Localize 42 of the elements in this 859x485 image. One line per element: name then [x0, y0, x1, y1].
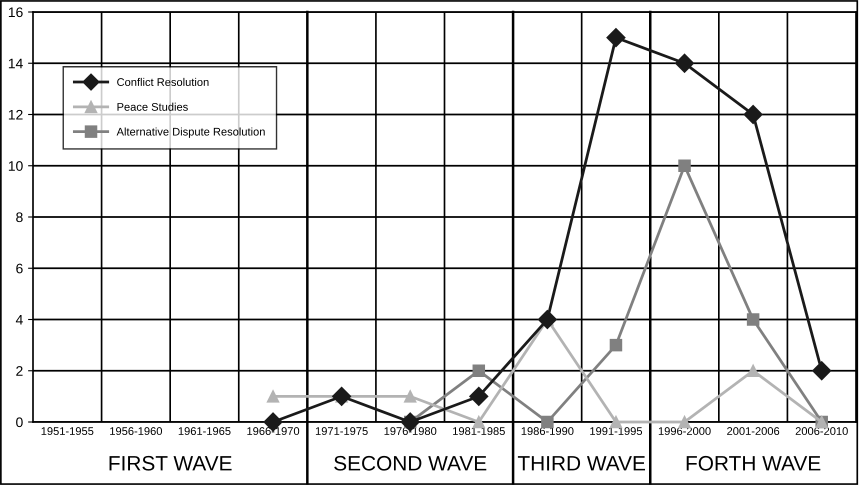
x-tick-label: 1951-1955: [42, 427, 94, 436]
x-tick-label: 1996-2000: [658, 427, 711, 436]
point: [746, 364, 760, 377]
text: FORTH WAVE: [686, 456, 820, 471]
point: [472, 364, 486, 377]
y-tick-label: 6: [16, 264, 23, 274]
point: [266, 390, 280, 403]
x-tick-label: 1971-1975: [316, 427, 368, 436]
y-tick-label: 12: [8, 110, 23, 120]
point: [746, 313, 760, 326]
point: [744, 104, 763, 124]
legend-label: Peace Studies: [117, 102, 188, 111]
point: [332, 386, 352, 406]
point: [538, 310, 557, 330]
text: FIRST WAVE: [110, 456, 232, 471]
x-tick-label: 1956-1960: [110, 427, 162, 436]
legend-label: Alternative Dispute Resolution: [116, 127, 265, 138]
y-tick-label: 0: [16, 417, 23, 428]
text: THIRD WAVE: [518, 456, 646, 470]
y-tick-label: 16: [8, 7, 23, 18]
point: [606, 28, 626, 48]
x-tick-label: 1991-1995: [590, 427, 642, 436]
y-tick-label: 10: [8, 161, 23, 171]
point: [404, 390, 416, 403]
y-tick-label: 8: [16, 212, 23, 222]
y-tick-label: 14: [8, 58, 23, 68]
x-tick-label: 1976-1980: [384, 427, 436, 436]
point: [675, 54, 694, 73]
point: [469, 386, 488, 406]
text: SECOND WAVE: [334, 456, 486, 471]
x-tick-label: 2006-2010: [796, 427, 848, 436]
x-tick-label: 1961-1965: [178, 427, 231, 436]
point: [812, 361, 832, 380]
point: [610, 338, 622, 352]
y-tick-label: 4: [16, 314, 23, 325]
x-tick-label: 1986-1990: [522, 427, 574, 436]
legend-label: Conflict Resolution: [117, 78, 208, 86]
y-tick-label: 2: [16, 366, 23, 376]
x-tick-label: 1981-1985: [453, 427, 505, 436]
x-tick-label: 2001-2006: [727, 427, 780, 436]
point: [678, 160, 691, 172]
x-tick-label: 1966-1970: [247, 427, 300, 436]
